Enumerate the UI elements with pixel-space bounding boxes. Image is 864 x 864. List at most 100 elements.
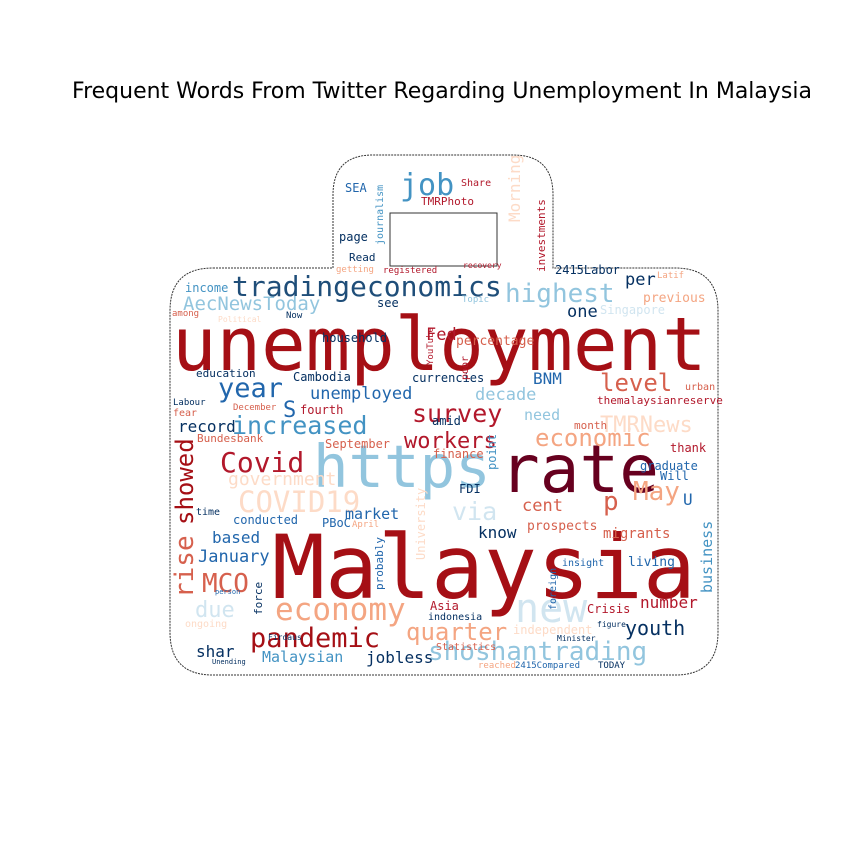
word: unemployed — [310, 384, 412, 404]
word: Now — [286, 311, 303, 321]
word: highest — [505, 279, 615, 309]
word: know — [478, 523, 517, 542]
word: probably — [373, 537, 386, 590]
word: independent — [513, 623, 592, 637]
word: time — [196, 507, 220, 518]
word: urban — [685, 382, 715, 393]
word: finance — [433, 447, 484, 461]
word: tradingeconomics — [232, 270, 502, 303]
word: force — [252, 582, 265, 615]
word: PBoC — [322, 516, 351, 530]
word: Asia — [430, 599, 459, 613]
word: based — [212, 528, 260, 547]
word: survey — [412, 399, 502, 428]
word: income — [185, 281, 228, 295]
word: need — [524, 406, 560, 424]
word: May — [633, 477, 680, 507]
word: fourth — [300, 403, 343, 417]
word: month — [574, 419, 607, 432]
word: investments — [535, 199, 548, 272]
briefcase-outline — [169, 154, 719, 676]
word: thank — [670, 441, 707, 455]
word: TMRNews — [600, 413, 693, 438]
word: currencies — [412, 371, 484, 385]
word: job — [400, 168, 454, 203]
word: per — [625, 270, 656, 290]
word: April — [352, 520, 379, 530]
word: TMRPhoto — [421, 195, 474, 208]
word: shar — [196, 642, 235, 661]
word: market — [345, 505, 399, 523]
word: FDI — [459, 482, 481, 496]
word: prospects — [527, 519, 597, 534]
word: fear — [173, 408, 197, 419]
word: journalism — [375, 185, 386, 245]
word: TODAY — [598, 661, 626, 671]
word: getting — [336, 265, 374, 275]
word: record — [178, 417, 236, 436]
word: percentage — [456, 334, 534, 349]
word: year — [218, 373, 283, 404]
word: Covid — [220, 446, 304, 479]
word: Will — [660, 469, 689, 483]
word: pandemic — [250, 623, 380, 654]
word: Statistics — [436, 642, 496, 653]
word: education — [196, 367, 256, 380]
word: workers — [404, 429, 497, 454]
word: increased — [232, 411, 367, 440]
word: January — [198, 547, 270, 567]
word: cent — [522, 496, 563, 516]
word: U — [683, 490, 693, 509]
word: Morning — [505, 155, 524, 222]
word: economic — [535, 424, 651, 452]
word: conducted — [233, 513, 298, 527]
handle-hole — [389, 212, 498, 267]
word: Labour — [173, 398, 206, 408]
word: https — [313, 432, 491, 501]
word: new — [515, 586, 588, 632]
word: 2415Labor — [555, 263, 620, 277]
word: September — [325, 437, 390, 451]
word: one — [567, 302, 598, 322]
word: COVID19 — [238, 485, 360, 519]
word: Unending — [212, 658, 246, 666]
word: Cambodia — [293, 370, 351, 384]
word: due — [195, 598, 235, 623]
word: BNM — [533, 369, 562, 388]
word: AecNewsToday — [183, 293, 320, 315]
word: Latif — [657, 271, 684, 281]
word: S — [283, 398, 296, 423]
word: level — [600, 369, 672, 397]
word: 2415Compared — [515, 661, 580, 671]
word: decade — [475, 385, 536, 405]
word: Bundesbank — [197, 432, 264, 445]
word: p — [603, 487, 619, 517]
word: Crisis — [587, 602, 630, 616]
word: page — [339, 230, 368, 244]
word: business — [698, 521, 716, 593]
word: reached — [478, 661, 516, 671]
word: University — [414, 488, 428, 560]
word: among — [172, 309, 199, 319]
word: Malaysia — [272, 516, 696, 619]
word: poor — [460, 356, 471, 380]
word: Share — [461, 178, 491, 189]
word: MCO — [202, 569, 249, 599]
word: economy — [275, 592, 406, 628]
word: SEA — [345, 181, 367, 195]
word: graduate — [640, 459, 698, 473]
word: indonesia — [428, 612, 482, 623]
word: foreign — [548, 568, 559, 610]
word: rise — [170, 535, 200, 598]
word: via — [452, 497, 497, 526]
word: Fed — [426, 325, 457, 345]
word: migrants — [603, 526, 670, 542]
word: quarter — [406, 618, 507, 646]
word: Read — [349, 251, 376, 264]
word: see — [377, 296, 399, 310]
word: rate — [500, 431, 659, 508]
word: figure — [597, 620, 626, 629]
word: shoshantrading — [428, 637, 647, 667]
word: unemployment — [172, 302, 707, 388]
